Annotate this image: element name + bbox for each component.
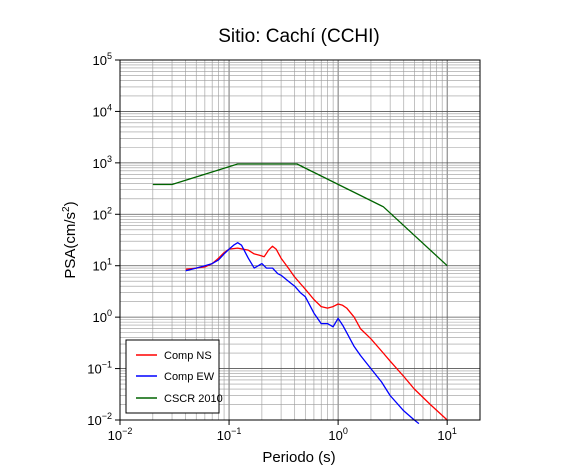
y-tick-exp: −2 [102, 411, 112, 421]
x-tick-label: 10−2 [108, 426, 133, 443]
y-tick-exp: −1 [102, 360, 112, 370]
y-tick-label: 104 [93, 102, 112, 119]
series-line-ew [185, 242, 420, 425]
y-axis-label-end: ) [62, 201, 79, 206]
plot-frame [119, 59, 481, 421]
legend-label-cscr: CSCR 2010 [164, 393, 223, 405]
y-tick-label: 101 [93, 257, 112, 274]
y-tick-exp: 0 [107, 308, 112, 318]
x-tick-exp: −1 [231, 426, 241, 436]
y-tick-exp: 4 [107, 102, 112, 112]
series-line-ns [185, 245, 448, 421]
x-tick-base: 10 [108, 428, 122, 443]
x-tick-label: 101 [437, 426, 456, 443]
y-tick-label: 10−2 [87, 411, 112, 428]
x-tick-base: 10 [437, 428, 451, 443]
y-tick-base: 10 [87, 413, 101, 428]
y-tick-exp: 3 [107, 154, 112, 164]
x-tick-exp: −2 [122, 426, 132, 436]
x-tick-base: 10 [328, 428, 342, 443]
y-tick-base: 10 [93, 310, 107, 325]
legend: Comp NS Comp EW CSCR 2010 [125, 339, 223, 414]
y-tick-exp: 2 [107, 205, 112, 215]
y-tick-label: 105 [93, 51, 112, 68]
x-tick-label: 100 [328, 426, 347, 443]
y-axis-label-main: PSA(cm/s [62, 212, 79, 279]
y-tick-base: 10 [93, 104, 107, 119]
legend-label-ew: Comp EW [164, 371, 215, 383]
y-tick-exp: 5 [107, 51, 112, 61]
y-axis-label-sup: 2 [61, 206, 72, 212]
y-tick-base: 10 [87, 362, 101, 377]
y-tick-label: 10−1 [87, 360, 112, 377]
chart-title: Sitio: Cachí (CCHI) [218, 26, 380, 47]
y-tick-base: 10 [93, 53, 107, 68]
x-tick-base: 10 [217, 428, 231, 443]
y-tick-base: 10 [93, 207, 107, 222]
y-tick-label: 102 [93, 205, 112, 222]
x-tick-exp: 1 [452, 426, 457, 436]
legend-label-ns: Comp NS [164, 350, 212, 362]
x-tick-label: 10−1 [217, 426, 242, 443]
y-axis-label: PSA(cm/s2) [61, 201, 79, 278]
y-tick-label: 103 [93, 154, 112, 171]
x-tick-exp: 0 [343, 426, 348, 436]
series-line-cscr [152, 163, 448, 267]
y-tick-label: 100 [93, 308, 112, 325]
y-tick-base: 10 [93, 259, 107, 274]
x-axis-label: Periodo (s) [262, 449, 335, 466]
y-tick-exp: 1 [107, 257, 112, 267]
y-tick-base: 10 [93, 156, 107, 171]
grid-lines [120, 60, 480, 420]
series-lines [152, 163, 448, 425]
